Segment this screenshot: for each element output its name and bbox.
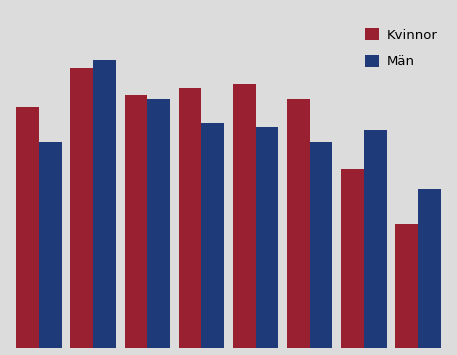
Bar	[147, 99, 170, 348]
Bar	[395, 224, 418, 348]
Bar	[70, 68, 93, 348]
Legend: Kvinnor, Män: Kvinnor, Män	[361, 24, 441, 72]
Bar	[124, 95, 147, 348]
Bar	[233, 84, 255, 348]
Bar	[16, 107, 39, 348]
Bar	[39, 142, 62, 348]
Bar	[287, 99, 310, 348]
Bar	[202, 122, 224, 348]
Bar	[364, 130, 387, 348]
Bar	[255, 126, 278, 348]
Bar	[341, 169, 364, 348]
Bar	[179, 88, 202, 348]
Bar	[418, 189, 441, 348]
Bar	[93, 60, 116, 348]
Bar	[310, 142, 333, 348]
